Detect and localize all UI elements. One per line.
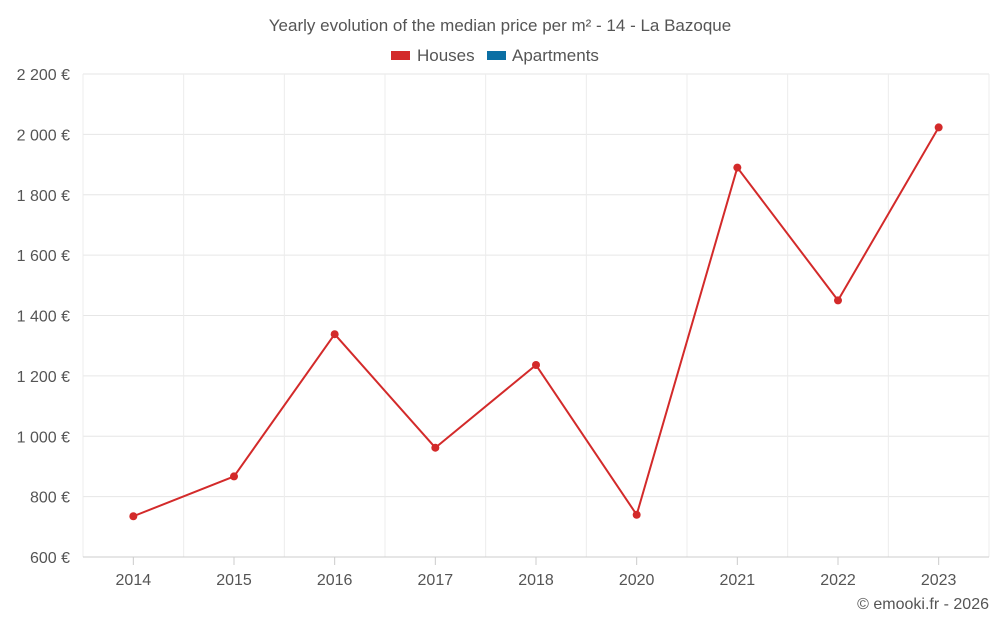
series: [129, 123, 943, 521]
data-point-houses-2015[interactable]: [230, 472, 238, 481]
x-tick-label: 2014: [116, 572, 152, 589]
axes: 2 200 € 2 000 € 1 800 € 1 600 € 1 400 € 1 200…: [17, 67, 989, 589]
y-tick-label: 1 600 €: [17, 248, 70, 265]
y-tick-label: 2 000 €: [17, 127, 70, 144]
y-tick-label: 1 800 €: [17, 188, 70, 205]
y-tick-label: 1 000 €: [17, 429, 70, 446]
y-tick-label: 600 €: [30, 550, 70, 567]
legend: Houses Apartments: [391, 46, 599, 65]
data-point-houses-2022[interactable]: [834, 296, 842, 305]
legend-label-houses[interactable]: Houses: [417, 46, 475, 65]
data-point-houses-2014[interactable]: [129, 512, 138, 521]
x-tick-label: 2023: [921, 572, 957, 589]
data-point-houses-2017[interactable]: [431, 443, 440, 452]
y-tick-label: 800 €: [30, 490, 70, 507]
data-point-houses-2023[interactable]: [934, 123, 943, 132]
series-line-houses: [132, 126, 940, 518]
data-point-houses-2016[interactable]: [330, 330, 339, 339]
data-point-houses-2018[interactable]: [532, 361, 540, 370]
x-tick-label: 2017: [418, 572, 454, 589]
legend-label-apartments[interactable]: Apartments: [512, 46, 599, 65]
legend-swatch-houses: [391, 51, 410, 60]
y-tick-label: 1 400 €: [17, 309, 70, 326]
y-tick-label: 2 200 €: [17, 67, 70, 84]
y-tick-label: 1 200 €: [17, 369, 70, 386]
x-tick-label: 2018: [518, 572, 554, 589]
x-tick-label: 2020: [619, 572, 655, 589]
x-tick-label: 2022: [820, 572, 856, 589]
gridlines: [82, 73, 990, 558]
x-tick-label: 2021: [720, 572, 756, 589]
x-tick-label: 2015: [216, 572, 252, 589]
chart-title: Yearly evolution of the median price per…: [269, 16, 731, 35]
credit-text: © emooki.fr - 2026: [857, 596, 989, 613]
data-point-houses-2020[interactable]: [632, 510, 641, 519]
data-point-houses-2021[interactable]: [733, 163, 742, 172]
legend-swatch-apartments: [487, 51, 506, 60]
x-tick-label: 2016: [317, 572, 353, 589]
